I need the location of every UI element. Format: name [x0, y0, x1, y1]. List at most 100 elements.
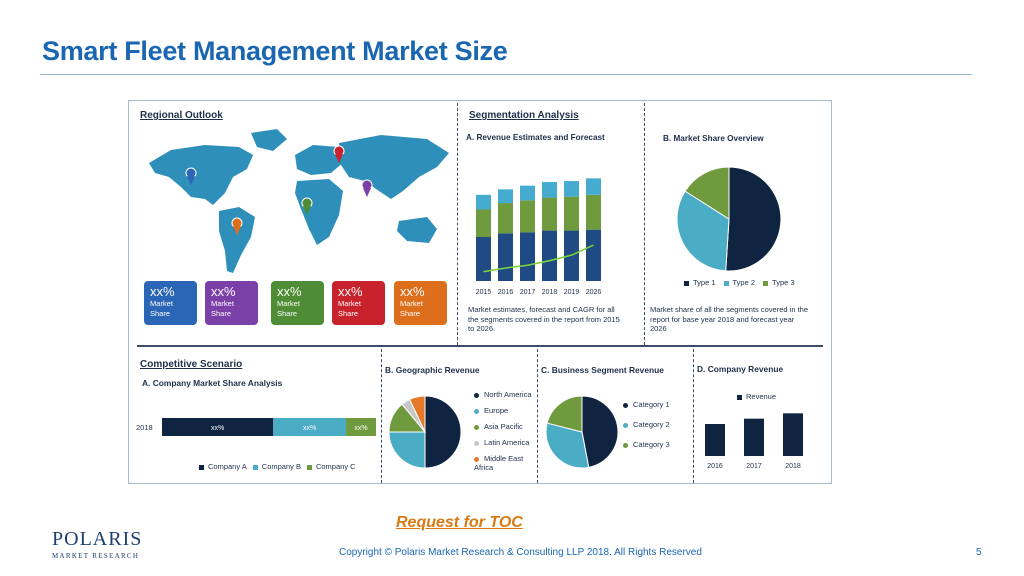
company-revenue-year-label: 2018 — [785, 463, 801, 470]
legend-label: Type 2 — [732, 278, 756, 287]
region-share-label: Market — [400, 299, 423, 308]
map-north-america — [149, 145, 253, 205]
market-share-legend: Type 1 Type 2 Type 3 — [684, 278, 803, 287]
page-title: Smart Fleet Management Market Size — [42, 36, 508, 66]
revenue-year-label: 2016 — [498, 289, 514, 296]
market-share-note: Market share of all the segments covered… — [650, 305, 808, 334]
legend-dot — [623, 442, 628, 448]
map-pin-south-america — [231, 217, 243, 235]
segmentation-heading: Segmentation Analysis — [469, 110, 579, 121]
map-australia — [397, 217, 437, 243]
divider-vertical-3 — [381, 349, 382, 483]
revenue-estimates-title: A. Revenue Estimates and Forecast — [466, 133, 605, 142]
region-share-label: Market — [277, 299, 300, 308]
revenue-bar-segment — [498, 203, 513, 234]
revenue-note-line-3: to 2026. — [468, 324, 496, 333]
request-toc-link[interactable]: Request for TOC — [396, 514, 523, 531]
divider-horizontal — [137, 345, 823, 347]
legend-label: Middle East Africa — [474, 454, 524, 472]
region-share-tile: xx% Market Share — [271, 281, 324, 325]
revenue-bar-segment — [520, 185, 535, 201]
legend-swatch — [723, 280, 729, 286]
map-pin-europe — [333, 145, 345, 163]
revenue-year-label: 2019 — [564, 289, 580, 296]
revenue-bar-segment — [476, 209, 491, 237]
company-revenue-legend: Revenue — [737, 392, 776, 401]
market-share-legend-item: Type 2 — [723, 278, 756, 287]
company-share-data-label: xx% — [354, 425, 367, 432]
legend-label: Europe — [484, 406, 509, 415]
revenue-bar-segment — [520, 200, 535, 233]
region-share-tile: xx% Market Share — [205, 281, 258, 325]
revenue-bar-segment — [586, 229, 601, 281]
business-segment-revenue-title: C. Business Segment Revenue — [541, 365, 664, 375]
market-share-overview-title: B. Market Share Overview — [663, 134, 764, 143]
company-share-data-label: xx% — [303, 425, 316, 432]
legend-label: North America — [484, 390, 532, 399]
legend-swatch — [252, 464, 258, 470]
geographic-revenue-slice — [424, 395, 462, 469]
company-revenue-year-label: 2017 — [746, 463, 762, 470]
revenue-year-label: 2015 — [476, 289, 492, 296]
map-europe — [295, 145, 345, 175]
region-share-label: Market — [150, 299, 173, 308]
geographic-revenue-pie — [388, 395, 462, 469]
legend-label: Category 3 — [633, 440, 670, 449]
logo-wordmark: POLARIS — [52, 528, 143, 550]
title-divider — [40, 74, 972, 75]
map-pin-asia — [361, 179, 373, 197]
revenue-bar-segment — [586, 194, 601, 230]
map-asia — [339, 135, 449, 199]
market-share-pie — [676, 166, 782, 272]
legend-dot — [474, 440, 479, 446]
infographic-panel: Regional Outlook xx% Market Share xx% Market… — [128, 100, 832, 484]
company-share-analysis-title: A. Company Market Share Analysis — [142, 378, 283, 388]
region-share-value: xx% — [338, 284, 363, 299]
company-revenue-chart: 2016 2017 2018 — [705, 413, 803, 470]
logo-tagline: MARKET RESEARCH — [52, 552, 140, 560]
legend-dot — [474, 392, 479, 398]
geographic-revenue-slice — [388, 431, 426, 469]
map-pin-north-america — [185, 167, 197, 185]
company-legend-item: Company A — [199, 462, 247, 471]
revenue-bar-segment — [542, 182, 557, 198]
geographic-legend-item: Europe — [474, 406, 536, 415]
region-share-label: Share — [150, 309, 171, 318]
revenue-note-line-2: the segments covered in the report from … — [468, 314, 620, 324]
legend-swatch — [199, 464, 204, 470]
region-share-tile: xx% Market Share — [394, 281, 447, 325]
legend-dot — [623, 402, 628, 408]
revenue-year-label: 2026 — [586, 289, 602, 296]
region-share-tile: xx% Market Share — [332, 281, 385, 325]
competitive-scenario-heading: Competitive Scenario — [140, 359, 243, 370]
business-segment-slice — [545, 422, 590, 469]
revenue-bar-segment — [498, 189, 513, 204]
share-note-line-1: Market share of all the segments covered… — [650, 305, 808, 314]
page-number: 5 — [976, 547, 982, 558]
company-revenue-year-label: 2016 — [707, 463, 723, 470]
revenue-bar-segment — [542, 230, 557, 281]
market-share-legend-item: Type 3 — [763, 278, 795, 287]
company-share-legend: Company A Company B Company C — [199, 462, 362, 471]
revenue-bar-segment — [564, 196, 579, 231]
region-share-value: xx% — [400, 284, 425, 299]
legend-dot — [474, 424, 479, 430]
map-africa — [295, 179, 343, 245]
revenue-bar-segment — [476, 194, 491, 210]
market-share-slice — [684, 166, 730, 220]
regional-outlook-heading: Regional Outlook — [140, 110, 223, 121]
company-share-bar-segment — [346, 418, 376, 436]
legend-swatch — [763, 280, 769, 286]
region-share-label: Share — [211, 309, 232, 318]
legend-label: Company C — [315, 462, 356, 471]
legend-label: Revenue — [746, 392, 777, 401]
legend-dot — [623, 422, 628, 428]
business-segment-legend-item: Category 1 — [623, 400, 685, 409]
legend-label: Category 1 — [633, 400, 670, 409]
legend-swatch — [306, 464, 312, 470]
company-share-data-label: xx% — [211, 425, 224, 432]
company-share-bar-segment — [162, 418, 274, 436]
region-share-value: xx% — [211, 284, 236, 299]
revenue-estimates-note: Market estimates, forecast and CAGR for … — [468, 305, 620, 334]
revenue-bar-segment — [498, 233, 513, 281]
